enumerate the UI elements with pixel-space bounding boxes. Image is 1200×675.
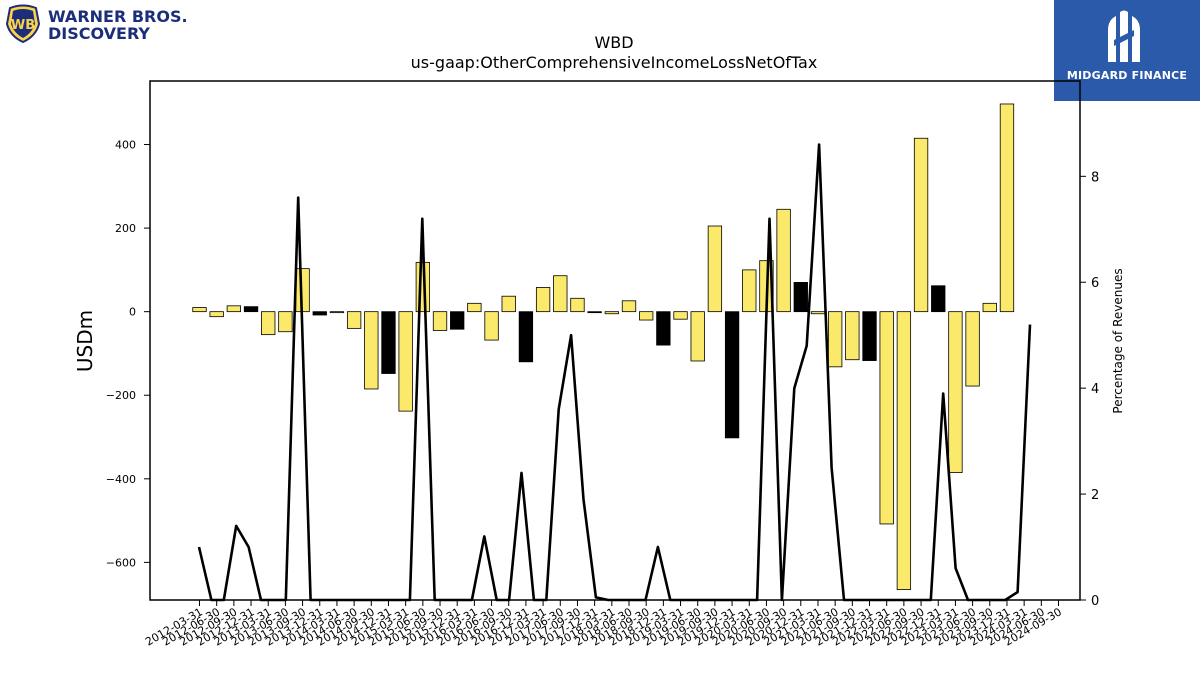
bar	[535, 287, 551, 313]
bar	[982, 302, 997, 313]
y-tick-label: −400	[106, 473, 136, 486]
y-tick-label: 0	[129, 306, 136, 319]
bar	[828, 311, 843, 368]
midgard-emblem-icon	[1108, 10, 1140, 62]
y-tick-label: 400	[115, 139, 136, 152]
y2-axis-label: Percentage of Revenues	[1111, 268, 1125, 413]
svg-text:WB: WB	[11, 18, 35, 33]
bar	[570, 297, 585, 313]
y-tick-label: −600	[106, 556, 136, 569]
bar	[862, 311, 877, 361]
axes: −600−400−2000200400024682012-03-312012-0…	[106, 139, 1100, 649]
bar	[450, 311, 465, 330]
bar	[845, 311, 860, 361]
wb-shield-icon: WB	[5, 4, 41, 44]
bar	[209, 311, 224, 318]
y-axis-label: USDm	[73, 310, 97, 372]
bar	[810, 311, 826, 315]
bar	[724, 311, 740, 439]
bar	[364, 311, 379, 390]
bar	[192, 307, 207, 313]
y-tick-label: 200	[115, 222, 136, 235]
bar	[621, 300, 637, 313]
bar	[913, 137, 929, 313]
bar-series	[192, 103, 1015, 590]
chart-subtitle: us-gaap:OtherComprehensiveIncomeLossNetO…	[411, 53, 818, 72]
midgard-finance-wordmark: MIDGARD FINANCE	[1066, 69, 1188, 82]
bar	[742, 269, 757, 313]
y2-tick-label: 2	[1091, 488, 1099, 503]
bar	[398, 311, 413, 412]
bar	[553, 275, 568, 313]
bar	[432, 311, 448, 331]
bar	[776, 208, 791, 313]
bar	[690, 311, 705, 362]
bar	[965, 311, 980, 387]
bar	[243, 306, 259, 313]
bar	[312, 311, 327, 316]
bar	[518, 311, 534, 363]
bar	[278, 311, 293, 333]
bar	[896, 311, 912, 590]
bar	[381, 311, 396, 374]
bar	[999, 103, 1015, 313]
bar	[587, 311, 602, 314]
plot-frame	[149, 80, 1081, 601]
wbd-logo-line2: DISCOVERY	[48, 24, 150, 43]
y2-tick-label: 6	[1091, 276, 1099, 291]
bar	[467, 302, 482, 313]
y2-tick-label: 4	[1091, 382, 1099, 397]
bar	[226, 305, 242, 313]
y2-tick-label: 0	[1091, 594, 1099, 609]
bar	[261, 311, 276, 336]
warner-bros-discovery-logo: WB WARNER BROS. DISCOVERY	[5, 4, 206, 44]
bar	[346, 311, 362, 329]
bar	[793, 282, 808, 313]
bar	[329, 311, 345, 314]
bar	[501, 295, 516, 313]
y2-tick-label: 8	[1091, 170, 1099, 185]
bar	[604, 311, 619, 315]
chart-title: WBD	[594, 33, 633, 52]
bar	[948, 311, 963, 473]
bar	[707, 225, 723, 313]
wbd-logo-line1: WARNER BROS.	[48, 7, 188, 26]
midgard-finance-logo: MIDGARD FINANCE	[1054, 0, 1200, 101]
bar	[656, 311, 671, 346]
bar	[639, 311, 654, 321]
bar	[673, 311, 688, 320]
bar	[484, 311, 499, 341]
y-tick-label: −200	[106, 389, 136, 402]
bar	[931, 285, 946, 313]
bar	[879, 311, 894, 525]
